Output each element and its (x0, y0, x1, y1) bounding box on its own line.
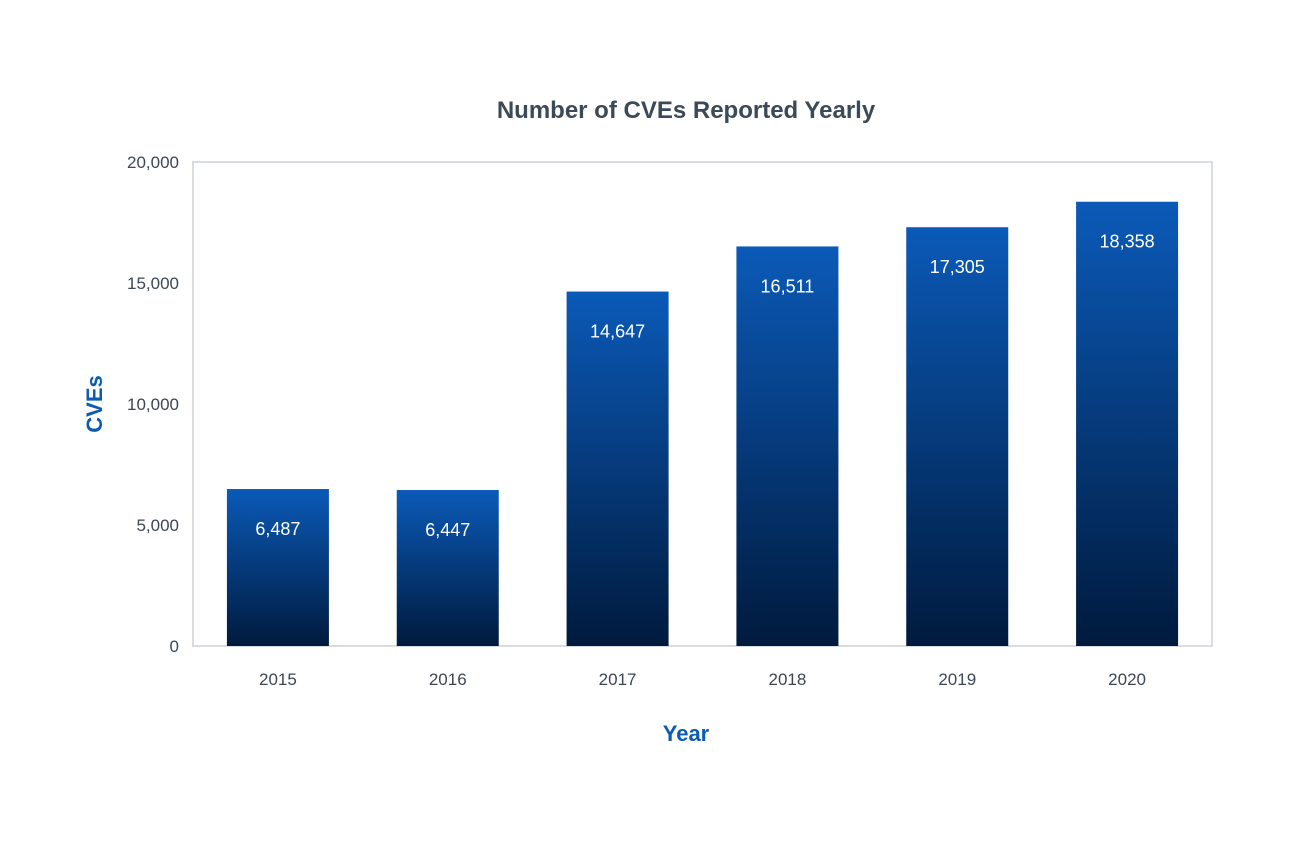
bar-value-label: 14,647 (590, 322, 645, 342)
bar-value-label: 17,305 (930, 257, 985, 277)
bar-2016 (396, 489, 499, 646)
bars-group: 6,487 6,447 14,647 16,511 17,305 18,358 (226, 201, 1179, 647)
x-tick-label: 2019 (938, 670, 976, 689)
bar-2019 (906, 227, 1009, 646)
plot-frame (192, 161, 1213, 647)
chart-title: Number of CVEs Reported Yearly (497, 97, 876, 124)
y-tick-label: 10,000 (127, 395, 179, 414)
x-tick-label: 2018 (769, 670, 807, 689)
bar-2017 (566, 291, 669, 646)
x-tick-label: 2016 (429, 670, 467, 689)
x-tick-label: 2015 (259, 670, 297, 689)
bar-2018 (736, 246, 839, 646)
bar-2015 (226, 489, 329, 646)
bar-2020 (1076, 201, 1179, 647)
bar-value-label: 18,358 (1100, 232, 1155, 252)
bar-value-label: 6,447 (425, 520, 470, 540)
y-axis-ticks: 0 5,000 10,000 15,000 20,000 (127, 153, 179, 656)
bar-value-label: 16,511 (761, 276, 815, 296)
x-tick-label: 2020 (1108, 670, 1146, 689)
x-axis-title: Year (663, 721, 710, 746)
y-tick-label: 15,000 (127, 274, 179, 293)
x-tick-label: 2017 (599, 670, 637, 689)
y-tick-label: 0 (170, 637, 179, 656)
y-tick-label: 5,000 (136, 516, 179, 535)
y-tick-label: 20,000 (127, 153, 179, 172)
x-axis-ticks: 2015 2016 2017 2018 2019 2020 (259, 670, 1146, 689)
y-axis-title: CVEs (82, 375, 107, 432)
bar-value-label: 6,487 (255, 519, 300, 539)
